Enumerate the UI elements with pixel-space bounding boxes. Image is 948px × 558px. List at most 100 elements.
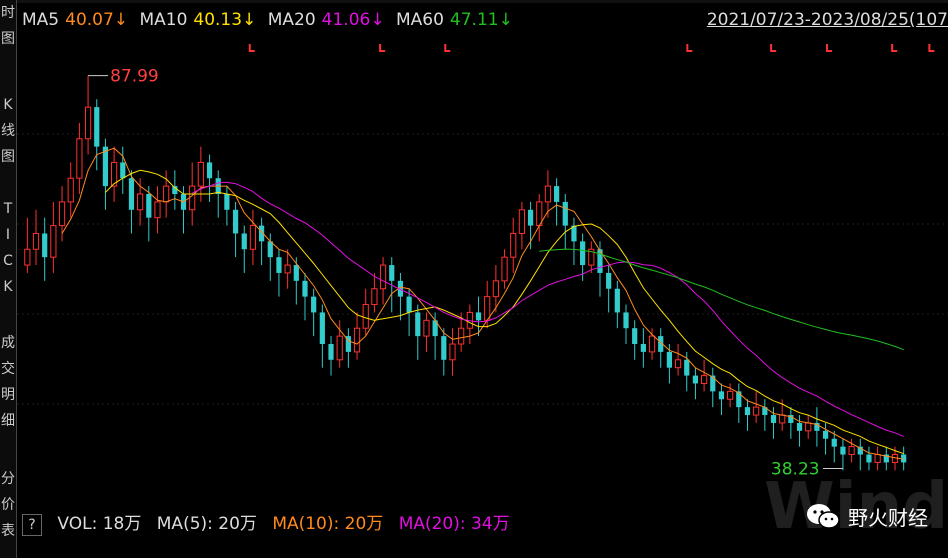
candle-body bbox=[623, 312, 629, 329]
event-flag-icon bbox=[770, 44, 777, 52]
candle-body bbox=[701, 375, 708, 384]
tab-deal-detail[interactable]: 成 交 明 细 bbox=[1, 335, 15, 429]
candle-body bbox=[293, 265, 299, 281]
ma10-label: MA10 bbox=[139, 10, 188, 30]
candle-body bbox=[866, 454, 872, 463]
candle-body bbox=[510, 232, 517, 258]
candle-body bbox=[501, 256, 508, 282]
candle-body bbox=[562, 201, 568, 226]
candle-body bbox=[284, 264, 291, 274]
candle-body bbox=[336, 335, 343, 361]
ma10-line bbox=[105, 169, 904, 455]
event-flag-icon bbox=[891, 44, 898, 52]
candle-body bbox=[276, 257, 282, 273]
volume-legend: ? VOL: 18万 MA(5): 20万 MA(10): 20万 MA(20)… bbox=[22, 512, 520, 536]
ma60-line bbox=[539, 248, 904, 351]
candle-body bbox=[648, 335, 656, 353]
ma20-line bbox=[191, 181, 904, 437]
chart-grid bbox=[17, 133, 948, 405]
candle-body bbox=[84, 106, 92, 140]
candle-body bbox=[527, 209, 534, 226]
candle-body bbox=[232, 209, 239, 234]
candle-body bbox=[640, 344, 646, 352]
candle-body bbox=[901, 454, 907, 463]
candle-body bbox=[727, 390, 734, 400]
candle-body bbox=[753, 406, 760, 416]
event-flags bbox=[248, 44, 935, 52]
candle-body bbox=[371, 288, 378, 306]
high-low-marks: 87.99 38.23 bbox=[88, 67, 843, 480]
candle-body bbox=[353, 327, 361, 353]
candle-body bbox=[206, 162, 213, 179]
candle-body bbox=[796, 422, 803, 431]
candle-body bbox=[744, 407, 751, 416]
candle-body bbox=[111, 161, 118, 187]
candle-body bbox=[632, 328, 638, 344]
ma5-line bbox=[61, 147, 904, 460]
candle-body bbox=[674, 359, 682, 369]
candle-body bbox=[50, 225, 57, 258]
candle-body bbox=[554, 186, 560, 202]
candle-body bbox=[788, 415, 794, 423]
ma20-label: MA20 bbox=[267, 10, 316, 30]
candles-group bbox=[24, 75, 907, 471]
watermark-text: 野火财经 bbox=[848, 505, 928, 530]
ma-legend: MA5 40.07↓ MA10 40.13↓ MA20 41.06↓ MA60 47.1… bbox=[22, 8, 519, 32]
candle-body bbox=[883, 454, 889, 463]
candle-body bbox=[76, 138, 83, 179]
top-info-strip bbox=[17, 0, 948, 3]
candle-body bbox=[458, 327, 465, 345]
candle-body bbox=[146, 194, 152, 218]
tab-kline-chart[interactable]: K 线 图 bbox=[1, 97, 15, 165]
tab-price-table[interactable]: 分 价 表 bbox=[1, 471, 15, 539]
watermark-background: Wind bbox=[764, 470, 948, 544]
kline-chart[interactable]: 87.99 38.23 bbox=[17, 34, 948, 504]
ma-lines-group bbox=[61, 147, 904, 460]
candle-body bbox=[154, 201, 161, 219]
candle-body bbox=[840, 446, 846, 455]
ma20-value: 41.06↓ bbox=[321, 10, 385, 30]
candle-body bbox=[362, 304, 369, 329]
help-button[interactable]: ? bbox=[22, 514, 42, 536]
candle-body bbox=[102, 146, 109, 187]
candle-body bbox=[814, 422, 820, 431]
candle-body bbox=[666, 351, 672, 368]
ma60-label: MA60 bbox=[395, 10, 444, 30]
candle-body bbox=[544, 185, 552, 203]
candle-body bbox=[128, 178, 135, 210]
candle-body bbox=[120, 162, 126, 179]
vol-value: VOL: 18万 bbox=[57, 514, 142, 534]
candle-body bbox=[94, 107, 100, 147]
event-flag-icon bbox=[825, 44, 832, 52]
candle-body bbox=[259, 225, 265, 242]
wechat-icon bbox=[807, 504, 840, 529]
candle-body bbox=[588, 248, 595, 266]
candle-body bbox=[518, 209, 526, 234]
candle-body bbox=[311, 296, 317, 313]
ma60-value: 47.11↓ bbox=[449, 10, 513, 30]
candle-body bbox=[319, 312, 325, 344]
event-flag-icon bbox=[686, 44, 693, 52]
candle-body bbox=[736, 391, 742, 408]
low-marker-label: 38.23 bbox=[771, 460, 820, 480]
vol-ma10: MA(10): 20万 bbox=[272, 514, 384, 534]
vol-ma20: MA(20): 34万 bbox=[398, 514, 510, 534]
candle-body bbox=[197, 161, 204, 187]
tab-tick[interactable]: T I C K bbox=[3, 201, 13, 295]
candle-body bbox=[692, 375, 699, 384]
candle-body bbox=[42, 233, 48, 258]
candle-body bbox=[874, 454, 881, 463]
ma10-value: 40.13↓ bbox=[193, 10, 257, 30]
candle-body bbox=[379, 264, 387, 290]
vol-ma5: MA(5): 20万 bbox=[156, 514, 257, 534]
candle-body bbox=[328, 344, 334, 360]
candle-body bbox=[718, 391, 725, 400]
high-marker-label: 87.99 bbox=[110, 67, 159, 87]
candle-body bbox=[24, 248, 31, 266]
candle-body bbox=[848, 446, 855, 456]
candle-body bbox=[137, 193, 144, 211]
candle-body bbox=[684, 359, 690, 376]
candle-body bbox=[397, 280, 404, 297]
tab-time-chart[interactable]: 时 图 bbox=[1, 5, 15, 47]
date-range-link[interactable]: 2021/07/23-2023/08/25(107 bbox=[706, 10, 948, 30]
